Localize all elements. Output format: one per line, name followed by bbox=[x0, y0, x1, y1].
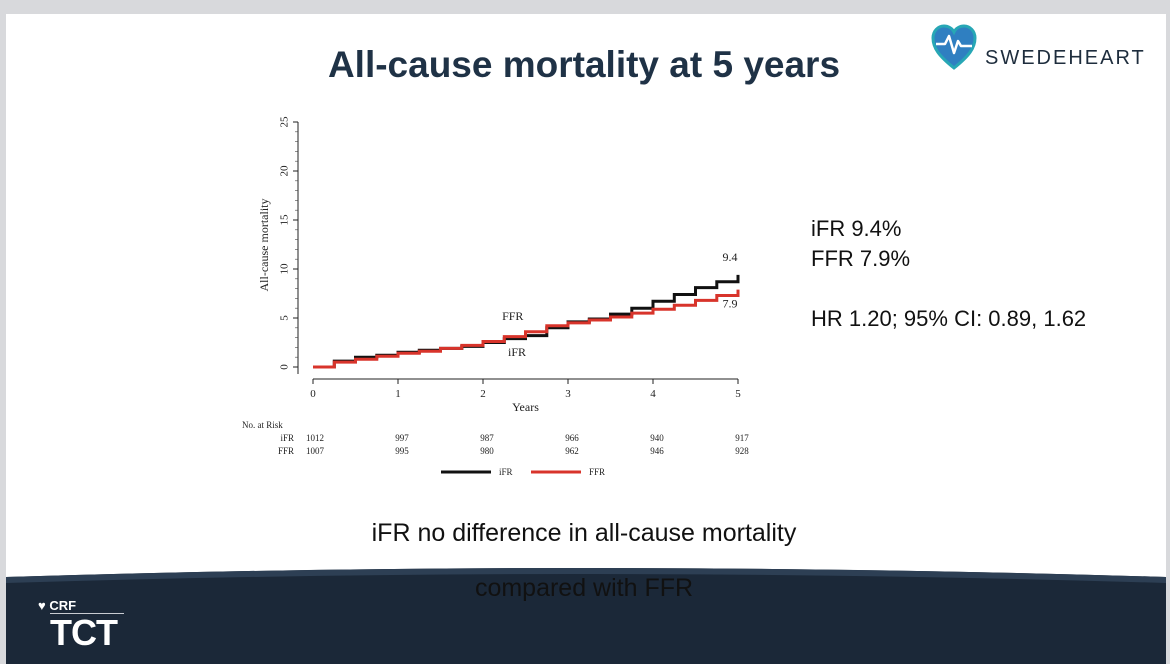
x-tick-label: 1 bbox=[395, 388, 401, 400]
x-tick-label: 3 bbox=[565, 388, 571, 400]
km-chart: 0 5 10 15 20 25 0 1 2 3 4 5 Years All-cause mortality… bbox=[242, 116, 749, 477]
y-tick-label: 25 bbox=[279, 116, 291, 128]
x-tick-label: 2 bbox=[480, 388, 486, 400]
risk-cell: 966 bbox=[565, 433, 579, 443]
stats-block: iFR 9.4% FFR 7.9% HR 1.20; 95% CI: 0.89,… bbox=[811, 214, 1086, 334]
risk-table-title: No. at Risk bbox=[242, 420, 283, 430]
tct-logo: TCT bbox=[50, 612, 118, 653]
x-axis-title: Years bbox=[512, 400, 539, 414]
y-tick-label: 0 bbox=[279, 364, 291, 370]
slide-title: All-cause mortality at 5 years bbox=[327, 44, 841, 85]
stat-hr: HR 1.20; 95% CI: 0.89, 1.62 bbox=[811, 306, 1087, 331]
risk-cell: 946 bbox=[650, 446, 664, 456]
crf-label: CRF bbox=[49, 598, 77, 613]
stat-ffr: FFR 7.9% bbox=[811, 246, 911, 271]
end-label-ifr: 9.4 bbox=[723, 250, 738, 264]
x-tick-label: 4 bbox=[650, 388, 656, 400]
risk-cell: 995 bbox=[395, 446, 409, 456]
y-tick-label: 20 bbox=[279, 165, 291, 177]
risk-cell: 1007 bbox=[306, 446, 325, 456]
y-tick-label: 5 bbox=[279, 315, 291, 321]
curve-label-ifr: iFR bbox=[508, 345, 526, 359]
risk-table: No. at Risk iFR 1012 997 987 966 940 917 FFR 1007… bbox=[242, 420, 749, 456]
series-line-ffr bbox=[313, 289, 740, 369]
stat-ifr: iFR 9.4% bbox=[811, 216, 902, 241]
chart-series bbox=[313, 274, 740, 369]
risk-cell: 987 bbox=[480, 433, 494, 443]
x-tick-label: 5 bbox=[735, 388, 741, 400]
x-tick-label: 0 bbox=[310, 388, 316, 400]
risk-cell: 980 bbox=[480, 446, 494, 456]
end-label-ffr: 7.9 bbox=[723, 297, 738, 311]
conclusion-line-1: iFR no difference in all-cause mortality bbox=[371, 519, 797, 547]
risk-cell: 962 bbox=[565, 446, 579, 456]
slide: All-cause mortality at 5 years SWEDEHEAR… bbox=[6, 14, 1166, 664]
chart-labels: 9.4 7.9 FFR iFR bbox=[502, 250, 737, 359]
risk-row-label: iFR bbox=[280, 433, 294, 443]
risk-cell: 917 bbox=[735, 433, 749, 443]
y-tick-label: 10 bbox=[279, 263, 291, 275]
chart-legend: iFR FFR bbox=[441, 467, 605, 477]
tct-divider bbox=[50, 613, 124, 614]
chart-axes: 0 5 10 15 20 25 0 1 2 3 4 5 Years All-cause mortality bbox=[257, 116, 741, 414]
risk-cell: 997 bbox=[395, 433, 409, 443]
y-tick-label: 15 bbox=[279, 214, 291, 226]
footer-band bbox=[6, 568, 1166, 664]
risk-cell: 1012 bbox=[306, 433, 324, 443]
legend-label-ifr: iFR bbox=[499, 467, 513, 477]
risk-cell: 928 bbox=[735, 446, 749, 456]
risk-cell: 940 bbox=[650, 433, 664, 443]
conclusion-line-2: compared with FFR bbox=[474, 574, 694, 602]
risk-row-label: FFR bbox=[278, 446, 294, 456]
brand-name: SWEDEHEART bbox=[985, 47, 1146, 69]
heart-pulse-icon bbox=[931, 24, 977, 70]
y-axis-title: All-cause mortality bbox=[257, 199, 271, 292]
curve-label-ffr: FFR bbox=[502, 309, 523, 323]
crf-logo: ♥ CRF bbox=[38, 598, 77, 613]
legend-label-ffr: FFR bbox=[589, 467, 605, 477]
